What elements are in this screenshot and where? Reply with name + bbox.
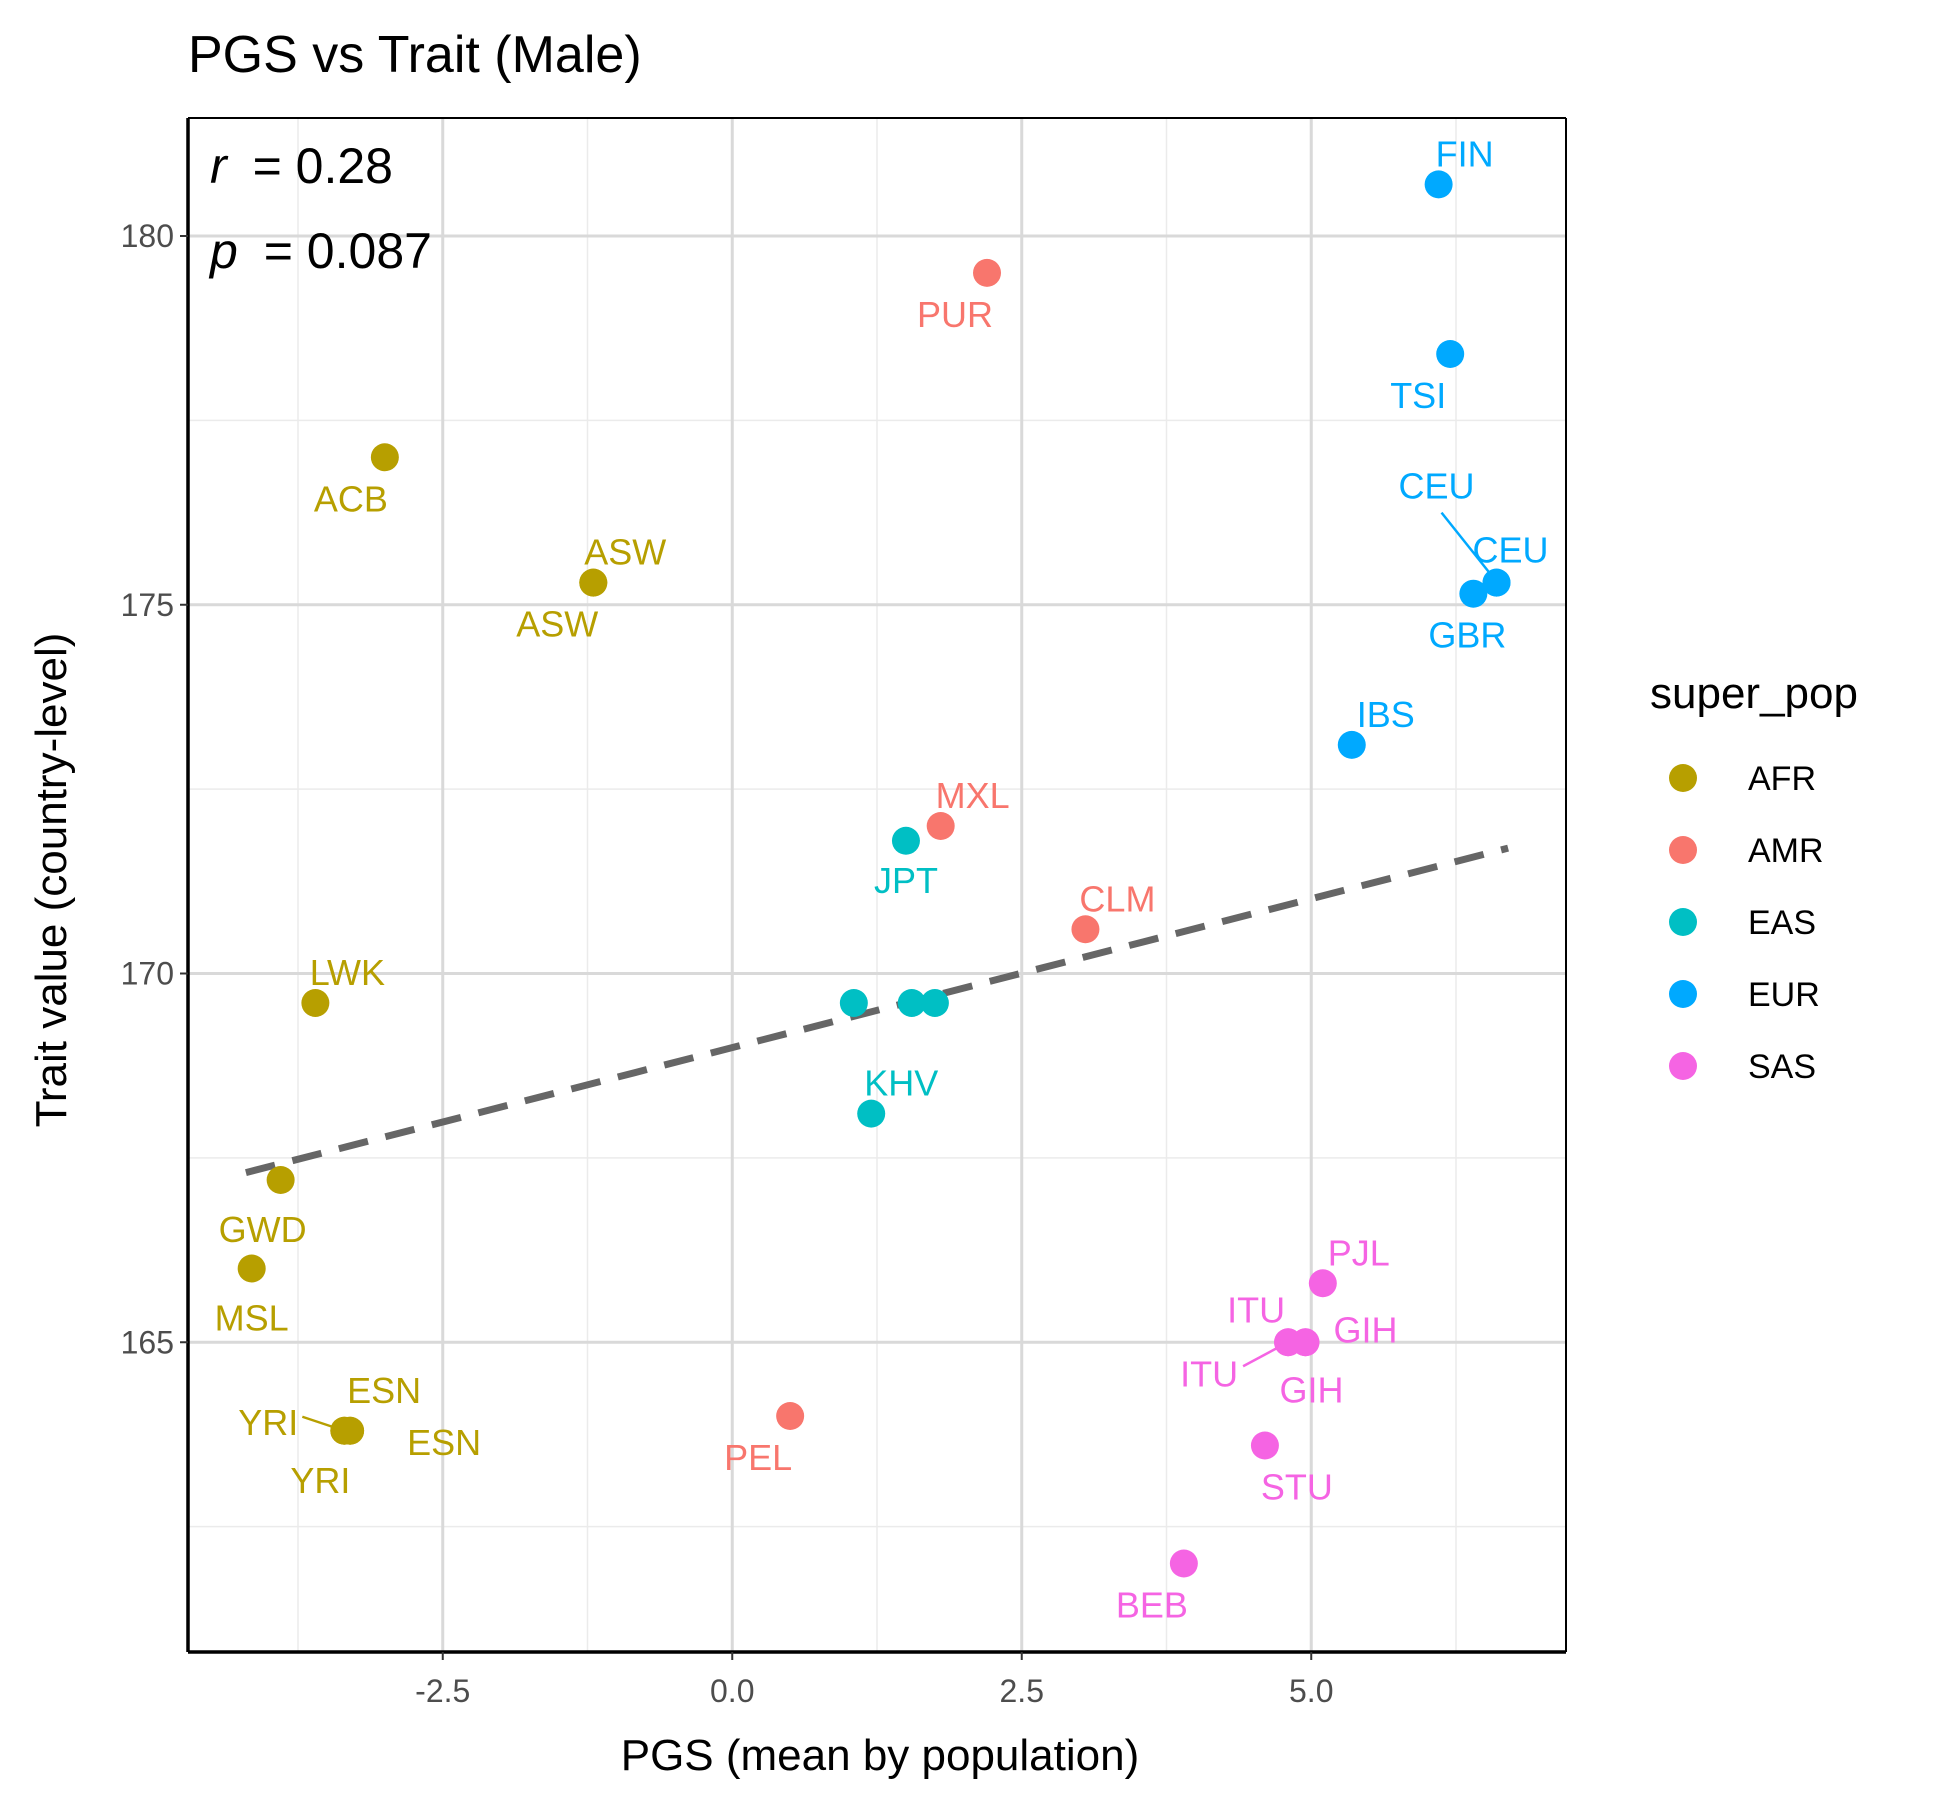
point-label-yri: YRI bbox=[238, 1402, 298, 1443]
label-leader bbox=[1242, 1343, 1285, 1368]
point-label-ibs: IBS bbox=[1357, 694, 1415, 735]
point-label-acb: ACB bbox=[314, 478, 388, 519]
point-label-lwk: LWK bbox=[310, 952, 385, 993]
point-yri bbox=[330, 1416, 359, 1445]
y-tick-label: 165 bbox=[121, 1324, 174, 1360]
legend-label-eur: EUR bbox=[1748, 976, 1820, 1014]
legend-key-eur bbox=[1669, 980, 1697, 1008]
y-tick-label: 175 bbox=[121, 587, 174, 623]
x-tick-label: -2.5 bbox=[415, 1673, 470, 1709]
point-unlabeled-eas bbox=[920, 989, 949, 1017]
y-tick-label: 170 bbox=[121, 956, 174, 992]
trend-line-layer bbox=[245, 844, 1509, 1177]
legend-key-afr bbox=[1669, 764, 1697, 792]
point-label-khv: KHV bbox=[864, 1063, 938, 1104]
point-label-pel: PEL bbox=[724, 1437, 792, 1478]
axes bbox=[186, 117, 1567, 1654]
legend-title: super_pop bbox=[1650, 669, 1858, 718]
y-axis-title: Trait value (country-level) bbox=[27, 633, 76, 1128]
legend-label-afr: AFR bbox=[1748, 760, 1816, 798]
point-label-itu: ITU bbox=[1180, 1353, 1238, 1394]
point-label-clm: CLM bbox=[1079, 878, 1155, 919]
label-leader bbox=[301, 1415, 339, 1430]
p-value: = 0.087 bbox=[264, 223, 432, 279]
point-ibs bbox=[1337, 730, 1366, 759]
legend-key-amr bbox=[1669, 836, 1697, 864]
point-label-gwd: GWD bbox=[219, 1209, 307, 1250]
x-tick-label: 2.5 bbox=[1000, 1673, 1044, 1709]
point-label-tsi: TSI bbox=[1390, 375, 1446, 416]
x-tick-label: 5.0 bbox=[1289, 1673, 1333, 1709]
point-label-fin: FIN bbox=[1436, 133, 1494, 174]
r-value: = 0.28 bbox=[253, 138, 393, 194]
point-label-yri: YRI bbox=[290, 1460, 350, 1501]
point-tsi bbox=[1436, 340, 1465, 368]
point-mxl bbox=[926, 812, 955, 840]
chart-title: PGS vs Trait (Male) bbox=[188, 26, 642, 84]
point-label-ceu: CEU bbox=[1473, 530, 1549, 571]
point-fin bbox=[1424, 170, 1453, 199]
point-ceu bbox=[1482, 568, 1511, 597]
p-symbol: p bbox=[208, 223, 238, 279]
legend-key-eas bbox=[1669, 908, 1697, 936]
y-tick-label: 180 bbox=[121, 218, 174, 254]
legend-label-sas: SAS bbox=[1748, 1048, 1816, 1086]
point-label-asw: ASW bbox=[584, 532, 666, 573]
point-pjl bbox=[1308, 1269, 1337, 1298]
point-pur bbox=[973, 258, 1002, 287]
legend-key-sas bbox=[1669, 1052, 1697, 1080]
point-unlabeled-eas bbox=[839, 989, 868, 1017]
point-label-esn: ESN bbox=[347, 1370, 421, 1411]
point-khv bbox=[857, 1099, 886, 1128]
point-label-pjl: PJL bbox=[1328, 1232, 1390, 1273]
label-leader bbox=[1440, 511, 1494, 578]
r-symbol: r bbox=[210, 138, 229, 194]
point-label-beb: BEB bbox=[1116, 1585, 1188, 1626]
trend-line bbox=[245, 844, 1509, 1177]
grid-lines bbox=[188, 118, 1566, 1652]
point-label-ceu: CEU bbox=[1399, 466, 1475, 507]
x-axis-title: PGS (mean by population) bbox=[621, 1731, 1140, 1780]
point-labels: FIN PUR TSI ACB ASW ASW CEU CEU GBR IBS MXL JPT CLM L… bbox=[215, 133, 1549, 1625]
svg-text:r = 0.28: r = 0.28 bbox=[210, 138, 393, 194]
point-label-itu: ITU bbox=[1227, 1289, 1285, 1330]
legend-label-amr: AMR bbox=[1748, 832, 1824, 870]
point-clm bbox=[1071, 915, 1100, 944]
point-beb bbox=[1169, 1549, 1198, 1578]
point-label-jpt: JPT bbox=[874, 860, 938, 901]
stats-annotation: r = 0.28 p = 0.087 bbox=[208, 138, 432, 279]
point-gbr bbox=[1459, 579, 1488, 608]
svg-text:p = 0.087: p = 0.087 bbox=[208, 223, 432, 279]
point-stu bbox=[1250, 1431, 1279, 1460]
point-acb bbox=[370, 443, 399, 472]
x-tick-labels: -2.5 0.0 2.5 5.0 bbox=[415, 1652, 1333, 1709]
point-unlabeled-eas bbox=[897, 989, 926, 1017]
legend: super_pop AFR AMR EAS EUR SAS bbox=[1650, 669, 1858, 1086]
y-tick-labels: 165 170 175 180 bbox=[121, 218, 188, 1360]
point-jpt bbox=[891, 826, 920, 855]
point-label-mxl: MXL bbox=[936, 775, 1010, 816]
data-points bbox=[237, 170, 1511, 1578]
point-gwd bbox=[266, 1166, 295, 1194]
point-label-gbr: GBR bbox=[1428, 615, 1506, 656]
point-label-gih: GIH bbox=[1333, 1309, 1397, 1350]
point-lwk bbox=[301, 989, 330, 1017]
point-label-msl: MSL bbox=[215, 1298, 289, 1339]
point-pel bbox=[776, 1402, 805, 1430]
point-asw bbox=[579, 568, 608, 597]
point-label-esn: ESN bbox=[407, 1422, 481, 1463]
x-tick-label: 0.0 bbox=[710, 1673, 754, 1709]
point-label-asw: ASW bbox=[516, 604, 598, 645]
point-label-gih: GIH bbox=[1279, 1369, 1343, 1410]
point-gih bbox=[1291, 1328, 1320, 1357]
legend-label-eas: EAS bbox=[1748, 904, 1816, 942]
point-label-pur: PUR bbox=[917, 294, 993, 335]
point-msl bbox=[237, 1254, 266, 1283]
point-label-stu: STU bbox=[1261, 1467, 1333, 1508]
